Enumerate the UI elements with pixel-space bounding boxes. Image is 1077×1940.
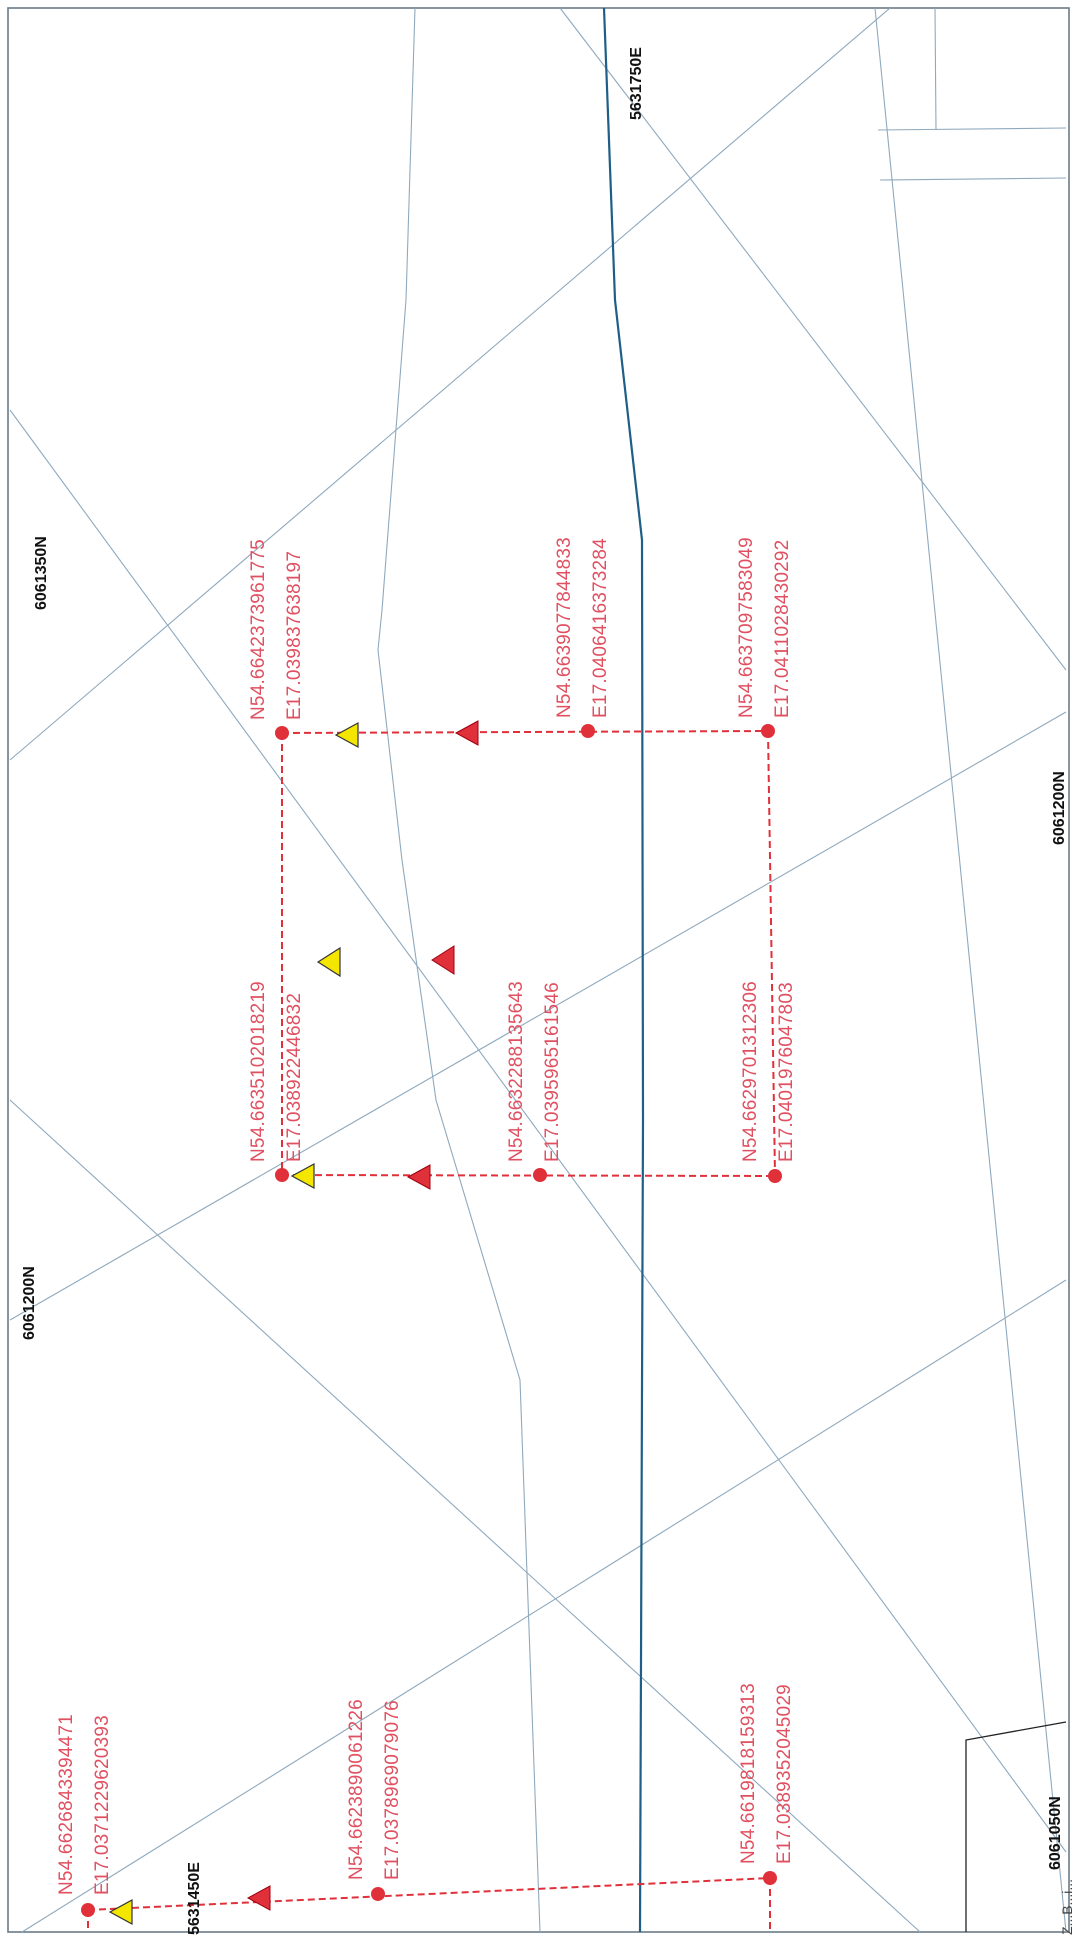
coord-lon-p7: E17.0371229620393 xyxy=(92,1715,113,1895)
point-marker-p8[interactable] xyxy=(371,1887,385,1901)
point-marker-p3[interactable] xyxy=(761,724,775,738)
grid-label-6061200n-left: 6061200N xyxy=(21,1266,38,1340)
yellow-triangle-marker[interactable] xyxy=(108,1898,133,1926)
red-triangle-marker[interactable] xyxy=(454,720,479,746)
coord-lat-p5: N54.6632288135643 xyxy=(506,981,527,1162)
red-triangle-marker[interactable] xyxy=(406,1164,431,1190)
grid-label-6061200n-right: 6061200N xyxy=(1051,771,1068,845)
parcel-line-horizontal-2 xyxy=(879,177,1067,181)
point-marker-p1[interactable] xyxy=(275,726,289,740)
yellow-triangle-marker[interactable] xyxy=(290,1162,315,1190)
grid-labels: 6061350N 5631750E 6061200N 6061200N 6061… xyxy=(21,47,1068,1935)
grid-label-6061050n: 6061050N xyxy=(1047,1796,1064,1870)
coord-lat-p9: N54.6619818159313 xyxy=(738,1683,759,1864)
parcel-line-vertical-2 xyxy=(934,7,937,131)
route-lines xyxy=(87,730,776,1932)
road-line xyxy=(602,7,645,1933)
grid-line-diagonal-5 xyxy=(9,711,1067,1321)
coord-lat-p3: N54.6637097583049 xyxy=(736,537,757,718)
grid-label-5631450e: 5631450E xyxy=(186,1862,203,1935)
coord-lon-p4: E17.038922446832 xyxy=(284,993,305,1162)
coord-lon-p6: E17.0401976047803 xyxy=(776,982,797,1162)
coord-lat-p2: N54.6639077844833 xyxy=(554,537,575,718)
route-segment-bottom xyxy=(87,1877,771,1911)
coord-lat-p1: N54.6642373961775 xyxy=(248,539,269,720)
route-segment-right xyxy=(767,730,776,1176)
grid-label-6061350n: 6061350N xyxy=(33,536,50,610)
yellow-direction-markers xyxy=(108,721,359,1926)
route-points xyxy=(81,724,782,1917)
coord-lon-p5: E17.0395965161546 xyxy=(542,982,563,1162)
thin-lines xyxy=(9,7,1067,1933)
parcel-line-curve xyxy=(377,7,541,1933)
grid-line-diagonal-1 xyxy=(9,409,1067,1853)
coordinate-labels: N54.6642373961775 E17.039837638197 N54.6… xyxy=(56,537,797,1895)
grid-label-5631750e: 5631750E xyxy=(628,47,645,120)
coord-lat-p8: N54.6623890061226 xyxy=(346,1699,367,1880)
coord-lat-p7: N54.6626843394471 xyxy=(56,1714,77,1895)
grid-line-diagonal-4 xyxy=(21,1279,1067,1933)
coord-lon-p3: E17.0411028430292 xyxy=(772,540,793,718)
point-marker-p5[interactable] xyxy=(533,1168,547,1182)
coord-lon-p2: E17.0406416373284 xyxy=(590,538,611,718)
grid-line-diagonal-6 xyxy=(9,7,891,761)
yellow-triangle-marker[interactable] xyxy=(316,946,341,978)
parcel-line-horizontal-1 xyxy=(877,127,1067,131)
building-outline xyxy=(965,1721,1067,1932)
red-direction-markers xyxy=(246,720,479,1911)
footer-text: Z...B...i... xyxy=(1059,1879,1075,1935)
red-triangle-marker[interactable] xyxy=(246,1885,271,1911)
map-frame xyxy=(7,7,1070,1933)
point-marker-p4[interactable] xyxy=(275,1168,289,1182)
coord-lon-p8: E17.0378969079076 xyxy=(382,1700,403,1880)
coord-lat-p6: N54.6629701312306 xyxy=(740,981,761,1162)
coord-lat-p4: N54.6635102018219 xyxy=(248,981,269,1162)
grid-line-diagonal-2 xyxy=(9,1099,921,1933)
point-marker-p2[interactable] xyxy=(581,724,595,738)
red-triangle-marker[interactable] xyxy=(431,945,455,975)
route-segment-top xyxy=(281,730,769,734)
route-segment-middle xyxy=(281,1174,776,1177)
coord-lon-p1: E17.039837638197 xyxy=(284,551,305,720)
yellow-triangle-marker[interactable] xyxy=(334,721,359,749)
point-marker-p9[interactable] xyxy=(763,1871,777,1885)
point-marker-p7[interactable] xyxy=(81,1903,95,1917)
parcel-line-vertical-1 xyxy=(874,7,1067,1933)
coord-lon-p9: E17.0389352045029 xyxy=(774,1684,795,1864)
grid-line-diagonal-3 xyxy=(559,7,1067,671)
point-marker-p6[interactable] xyxy=(768,1169,782,1183)
